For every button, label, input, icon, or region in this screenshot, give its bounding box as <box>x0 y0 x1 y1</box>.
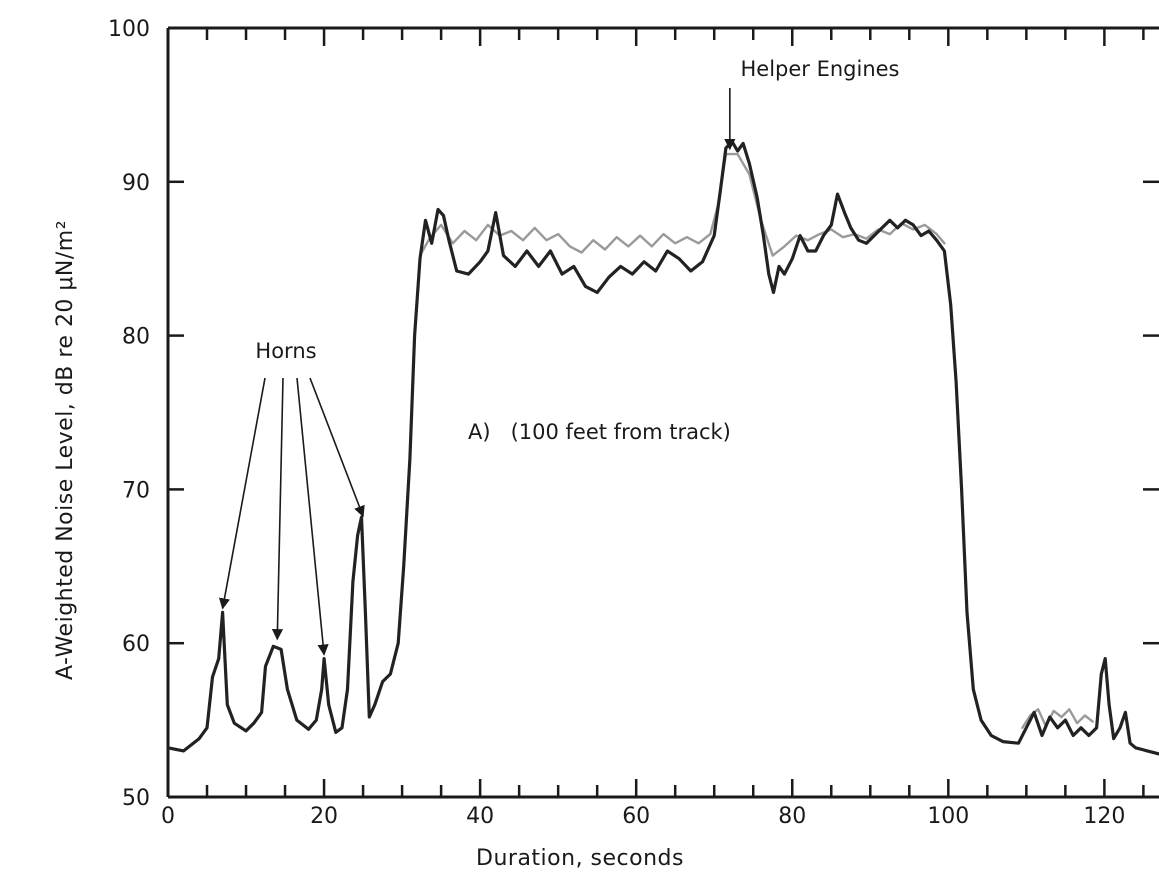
series-line-1 <box>418 152 946 257</box>
horns-arrow-2 <box>271 377 284 641</box>
y-axis-label: A-Weighted Noise Level, dB re 20 μN/m² <box>53 220 78 680</box>
horns-arrow-1 <box>218 377 266 610</box>
x-tick-label-100: 100 <box>927 804 969 829</box>
axis-ticks: 0 20 40 60 80 100 120 50 60 70 80 90 100 <box>108 17 1159 829</box>
condition-label: A) (100 feet from track) <box>468 420 731 444</box>
y-tick-label-70: 70 <box>122 478 150 503</box>
horns-label: Horns <box>255 339 316 363</box>
series-line-0 <box>166 140 1159 756</box>
x-tick-label-20: 20 <box>310 804 338 829</box>
x-tick-label-40: 40 <box>466 804 494 829</box>
y-tick-label-50: 50 <box>122 786 150 811</box>
horns-arrow-3 <box>296 377 329 656</box>
x-tick-label-120: 120 <box>1083 804 1125 829</box>
y-tick-label-80: 80 <box>122 325 150 350</box>
annotation-arrows <box>218 88 736 656</box>
y-tick-label-100: 100 <box>108 17 150 42</box>
x-tick-label-60: 60 <box>622 804 650 829</box>
y-tick-label-90: 90 <box>122 171 150 196</box>
y-tick-label-60: 60 <box>122 632 150 657</box>
horns-arrow-4 <box>309 377 365 518</box>
x-tick-label-0: 0 <box>161 804 175 829</box>
x-tick-label-80: 80 <box>778 804 806 829</box>
x-axis-label: Duration, seconds <box>476 846 684 871</box>
plot-frame <box>166 26 1159 799</box>
series-lines <box>166 140 1159 756</box>
helper-engines-label: Helper Engines <box>740 57 899 81</box>
